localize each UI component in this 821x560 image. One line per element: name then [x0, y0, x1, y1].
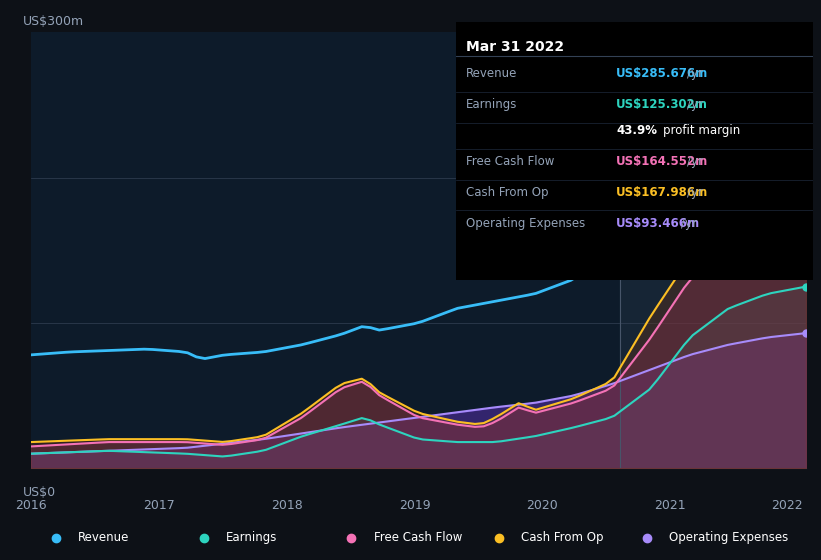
Text: US$125.302m: US$125.302m — [617, 99, 709, 111]
Text: 2022: 2022 — [771, 499, 802, 512]
Text: Free Cash Flow: Free Cash Flow — [466, 155, 555, 168]
Text: profit margin: profit margin — [663, 124, 740, 137]
Text: /yr: /yr — [687, 67, 703, 81]
Text: Operating Expenses: Operating Expenses — [669, 531, 788, 544]
Text: Cash From Op: Cash From Op — [466, 186, 549, 199]
Text: Operating Expenses: Operating Expenses — [466, 217, 585, 230]
Text: /yr: /yr — [687, 99, 703, 111]
Text: /yr: /yr — [687, 155, 703, 168]
Text: Free Cash Flow: Free Cash Flow — [374, 531, 462, 544]
Text: Earnings: Earnings — [226, 531, 277, 544]
Text: 2020: 2020 — [526, 499, 558, 512]
Text: 2016: 2016 — [15, 499, 47, 512]
Text: US$93.466m: US$93.466m — [617, 217, 700, 230]
Text: Cash From Op: Cash From Op — [521, 531, 603, 544]
Text: 2021: 2021 — [654, 499, 686, 512]
Bar — [620, 32, 806, 468]
Text: /yr: /yr — [687, 186, 703, 199]
Text: US$167.986m: US$167.986m — [617, 186, 709, 199]
Text: Earnings: Earnings — [466, 99, 518, 111]
Text: 2018: 2018 — [271, 499, 302, 512]
Text: Revenue: Revenue — [78, 531, 130, 544]
Text: 2019: 2019 — [399, 499, 430, 512]
Text: US$164.552m: US$164.552m — [617, 155, 709, 168]
Text: US$300m: US$300m — [23, 15, 85, 28]
Text: Mar 31 2022: Mar 31 2022 — [466, 40, 565, 54]
Text: 2017: 2017 — [143, 499, 175, 512]
Text: 43.9%: 43.9% — [617, 124, 658, 137]
Text: Revenue: Revenue — [466, 67, 518, 81]
Text: US$285.676m: US$285.676m — [617, 67, 709, 81]
Text: /yr: /yr — [681, 217, 697, 230]
Text: US$0: US$0 — [23, 486, 56, 498]
